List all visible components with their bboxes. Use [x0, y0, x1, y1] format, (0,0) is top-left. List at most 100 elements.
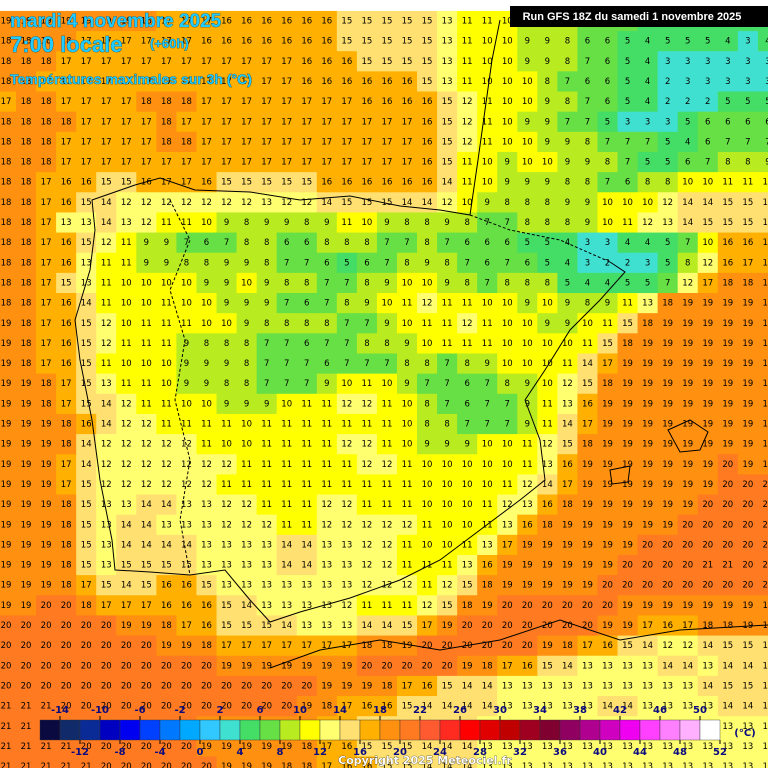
temp-cell [597, 71, 619, 93]
temp-cell [557, 252, 579, 274]
temp-value: 14 [121, 540, 132, 550]
temp-cell [336, 151, 358, 173]
temp-cell [116, 31, 137, 52]
temp-value: 11 [402, 561, 413, 571]
temp-value: 11 [301, 420, 312, 430]
temp-value: 18 [1, 299, 12, 309]
temp-cell [737, 313, 759, 334]
temp-cell [116, 51, 137, 72]
temp-value: 18 [21, 278, 32, 288]
temp-value: 12 [121, 440, 132, 450]
temp-value: 6 [304, 339, 309, 349]
temp-cell [116, 353, 137, 375]
temp-cell [56, 172, 77, 193]
temp-value: 5 [665, 37, 670, 47]
temp-value: 12 [141, 198, 152, 208]
temp-value: 19 [21, 440, 32, 450]
temp-cell [256, 151, 278, 173]
temp-value: 18 [1, 238, 12, 248]
temp-cell [76, 212, 97, 234]
temp-value: 7 [324, 339, 329, 349]
temp-cell [617, 111, 639, 133]
temp-cell [296, 393, 318, 415]
temp-cell [356, 252, 378, 274]
temp-value: 12 [682, 641, 693, 651]
temp-cell [356, 91, 378, 113]
temp-cell [657, 151, 679, 173]
temp-value: 20 [281, 681, 292, 691]
temp-cell [737, 212, 759, 234]
temp-value: 20 [682, 540, 693, 550]
temp-cell [116, 333, 137, 355]
temp-value: 19 [622, 540, 633, 550]
temp-value: 18 [1, 178, 12, 188]
legend-tick-label: 2 [217, 705, 224, 716]
temp-value: 18 [281, 762, 292, 768]
temp-cell [0, 393, 17, 415]
temp-value: 7 [464, 420, 469, 430]
temp-value: 11 [161, 339, 172, 349]
temp-value: 13 [341, 540, 352, 550]
temp-value: 9 [224, 299, 229, 309]
temp-cell [497, 313, 518, 334]
temp-value: 8 [404, 258, 409, 268]
temp-cell [597, 252, 619, 274]
temp-value: 7 [304, 258, 309, 268]
temp-value: 13 [622, 661, 633, 671]
temp-cell [396, 151, 418, 173]
temp-cell [196, 10, 218, 32]
temp-cell [16, 151, 37, 173]
temp-cell [336, 272, 358, 294]
temp-cell [236, 151, 258, 173]
temp-value: 11 [101, 299, 112, 309]
temp-value: 9 [244, 319, 249, 329]
temp-value: 18 [301, 762, 312, 768]
temp-value: 20 [281, 702, 292, 712]
temp-value: 16 [402, 77, 413, 87]
temp-value: 12 [121, 460, 132, 470]
temp-value: 16 [201, 601, 212, 611]
temp-cell [116, 232, 137, 254]
temp-value: 16 [161, 581, 172, 591]
temp-cell [717, 51, 739, 72]
temp-value: 7 [725, 137, 730, 147]
temp-value: 17 [41, 258, 52, 268]
temp-value: 17 [241, 641, 252, 651]
temp-cell [417, 293, 438, 314]
temp-value: 9 [545, 97, 550, 107]
temp-cell [316, 393, 338, 415]
temp-cell [356, 192, 378, 214]
temp-cell [557, 192, 579, 214]
temp-value: 7 [625, 158, 630, 168]
temp-value: 19 [602, 561, 613, 571]
temp-value: 19 [221, 742, 232, 752]
legend-tick-label: -12 [71, 747, 89, 758]
temp-cell [677, 272, 699, 294]
temp-value: 13 [542, 742, 553, 752]
temp-value: 8 [505, 278, 510, 288]
temp-cell [376, 232, 398, 254]
temp-value: 16 [422, 681, 433, 691]
temp-cell [176, 212, 198, 234]
temp-value: 20 [301, 681, 312, 691]
temp-value: 17 [41, 278, 52, 288]
temp-cell [36, 272, 57, 294]
temp-value: 17 [221, 641, 232, 651]
temp-value: 8 [565, 178, 570, 188]
temp-value: 10 [221, 440, 232, 450]
temp-cell [677, 71, 699, 93]
temp-cell [417, 172, 438, 193]
temp-value: 13 [442, 77, 453, 87]
temp-value: 11 [161, 319, 172, 329]
temp-cell [336, 111, 358, 133]
temp-cell [0, 353, 17, 375]
temp-value: 19 [1, 601, 12, 611]
temp-value: 19 [261, 762, 272, 768]
temp-value: 20 [101, 681, 112, 691]
temp-value: 20 [442, 661, 453, 671]
temp-value: 17 [121, 601, 132, 611]
temp-cell [136, 172, 157, 193]
temp-value: 17 [41, 359, 52, 369]
legend-tick-label: -14 [51, 705, 69, 716]
temp-value: 19 [642, 601, 653, 611]
